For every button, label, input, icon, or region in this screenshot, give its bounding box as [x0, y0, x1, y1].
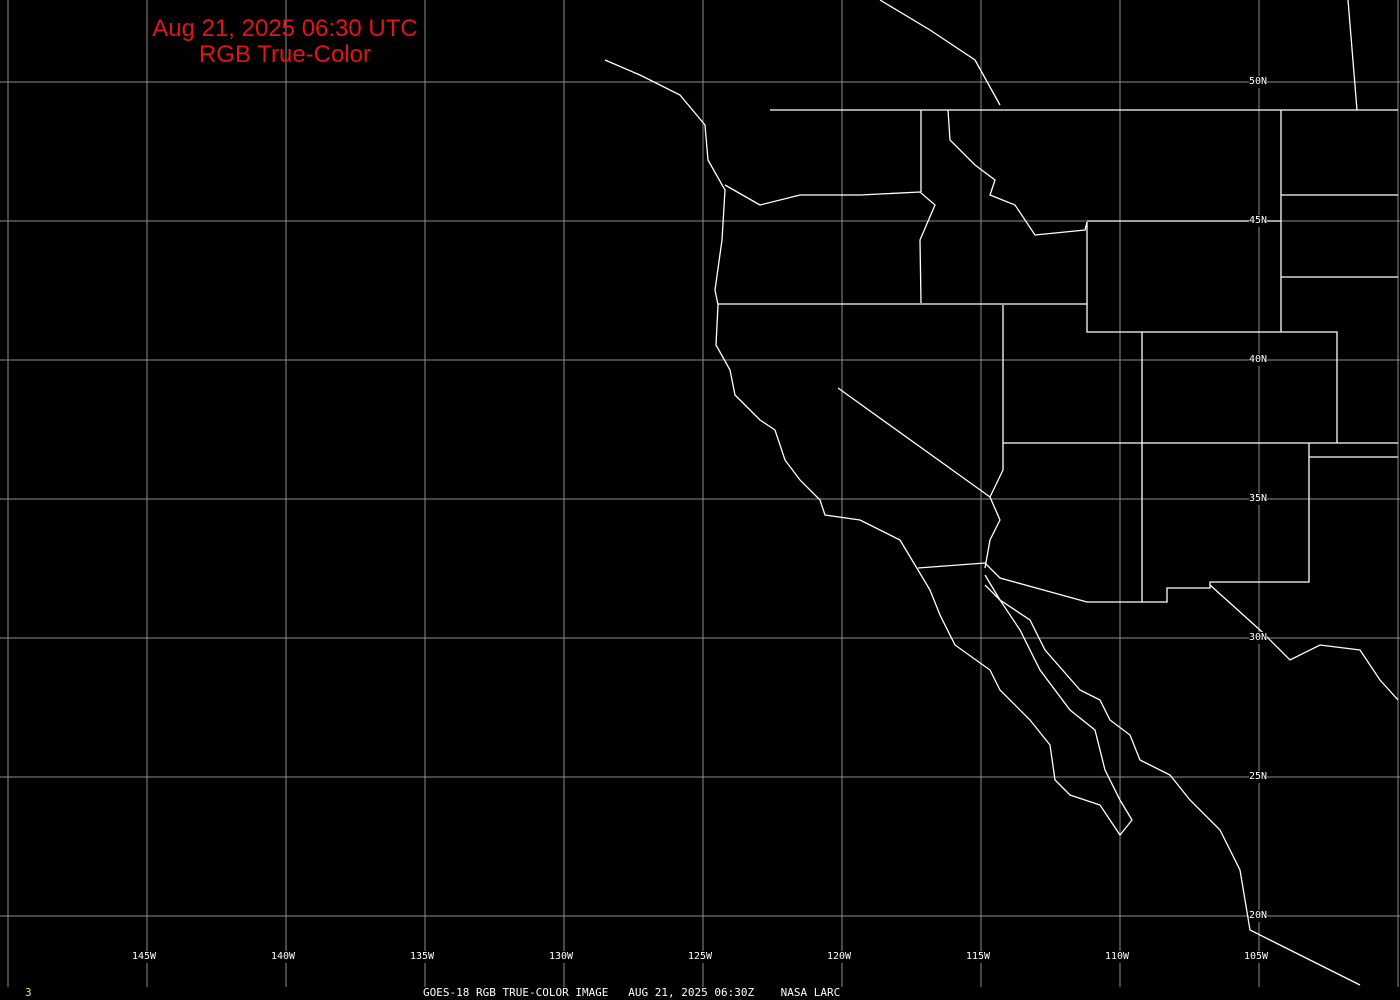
longitude-label: 120W	[827, 951, 852, 963]
mexico-mainland-coast	[984, 574, 1361, 986]
state-border-nm	[1087, 443, 1310, 603]
latitude-label: 40N	[1249, 354, 1268, 366]
latitude-label: 35N	[1249, 493, 1268, 505]
map-title-product: RGB True-Color	[198, 41, 372, 68]
longitude-label: 145W	[132, 951, 157, 963]
state-border-wa-or	[724, 184, 936, 304]
west-coastline	[604, 59, 1133, 837]
state-border-ca-nv	[837, 387, 1001, 569]
canada-province-border	[879, 0, 1001, 106]
state-border-id-mt	[947, 109, 1088, 236]
longitude-label: 135W	[410, 951, 435, 963]
us-mexico-border	[917, 562, 1088, 603]
longitude-label: 110W	[1105, 951, 1130, 963]
longitude-label: 115W	[966, 951, 991, 963]
longitude-label: 105W	[1244, 951, 1269, 963]
longitude-label: 140W	[271, 951, 296, 963]
frame-number: 3	[25, 986, 32, 999]
gulf-coast	[1209, 584, 1399, 701]
latitude-label: 30N	[1249, 632, 1268, 644]
map-title-date: Aug 21, 2025 06:30 UTC	[152, 15, 418, 42]
longitude-label: 130W	[549, 951, 574, 963]
longitude-label: 125W	[688, 951, 713, 963]
image-caption: GOES-18 RGB TRUE-COLOR IMAGE AUG 21, 202…	[423, 986, 841, 999]
latitude-label: 25N	[1249, 771, 1268, 783]
latitude-label: 50N	[1249, 76, 1268, 88]
latitude-label: 20N	[1249, 910, 1268, 922]
latitude-label: 45N	[1249, 215, 1268, 227]
state-border-nv-ut	[989, 305, 1004, 498]
coastlines-and-borders	[604, 0, 1399, 986]
state-border-wy	[1086, 222, 1338, 443]
canada-province-border	[1347, 0, 1358, 111]
